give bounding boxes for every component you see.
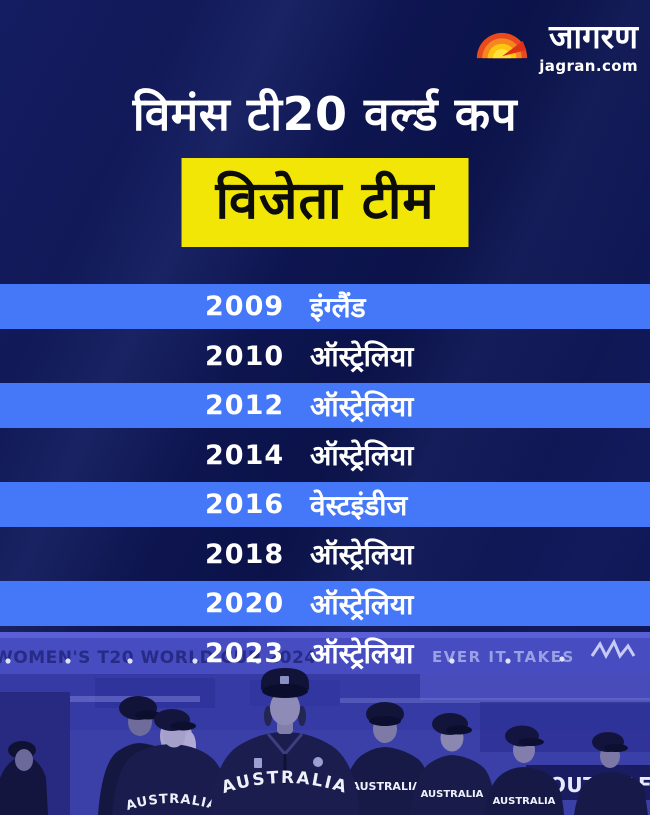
player-figure: AUSTRALIA	[410, 713, 496, 815]
subtitle-highlight-box: विजेता टीम	[181, 158, 469, 247]
team-cell: ऑस्ट्रेलिया	[310, 637, 414, 670]
year-cell: 2012	[205, 390, 285, 421]
player-figure	[0, 741, 48, 815]
stadium-lights	[5, 656, 565, 664]
table-row: 2020 ऑस्ट्रेलिया	[0, 581, 650, 626]
team-cell: ऑस्ट्रेलिया	[310, 439, 414, 472]
jersey-text: AUSTRALIA	[351, 780, 421, 793]
year-cell: 2023	[205, 637, 285, 669]
cap-badge	[280, 676, 289, 684]
player-figure	[574, 732, 648, 815]
year-cell: 2014	[205, 439, 285, 471]
team-cell: ऑस्ट्रेलिया	[310, 538, 414, 571]
table-row: 2014 ऑस्ट्रेलिया	[0, 428, 650, 482]
sunrise-icon	[477, 32, 528, 59]
team-cell: ऑस्ट्रेलिया	[310, 389, 414, 423]
brand-logo: जागरण jagran.com	[475, 17, 638, 75]
brand-name: जागरण	[549, 17, 638, 56]
page-title: विमंस टी20 वर्ल्ड कप	[132, 87, 518, 141]
team-cell: वेस्टइंडीज	[310, 488, 408, 522]
player-figure-captain: AUSTRALIA	[210, 668, 360, 815]
team-photo: WOMEN'S T20 WORLD CUP 2024 EVER IT TAKES	[0, 632, 650, 815]
banner-text-right: EVER IT TAKES	[432, 648, 575, 666]
player-figure: AUSTRALIA	[484, 725, 564, 815]
jersey-text: AUSTRALIA	[493, 796, 556, 807]
table-row: 2010 ऑस्ट्रेलिया	[0, 329, 650, 383]
jersey-sponsor-logo	[313, 757, 323, 767]
winners-table: 2009 इंग्लैंड 2010 ऑस्ट्रेलिया 2012 ऑस्ट…	[0, 284, 650, 680]
stadium-photo-illustration: WOMEN'S T20 WORLD CUP 2024 EVER IT TAKES	[0, 632, 650, 815]
stadium-banner	[0, 638, 650, 674]
jersey-text: AUSTRALIA	[421, 789, 484, 800]
team-cell: ऑस्ट्रेलिया	[310, 587, 414, 621]
year-cell: 2018	[205, 538, 285, 570]
table-row: 2016 वेस्टइंडीज	[0, 482, 650, 527]
table-row: 2023 ऑस्ट्रेलिया	[0, 626, 650, 680]
banner-text-left: WOMEN'S T20 WORLD CUP 2024	[0, 648, 317, 668]
player-figure: AUSTRALIA	[340, 702, 434, 815]
jersey-crest	[254, 758, 262, 768]
table-row: 2009 इंग्लैंड	[0, 284, 650, 329]
year-cell: 2010	[205, 340, 285, 372]
table-row: 2012 ऑस्ट्रेलिया	[0, 383, 650, 428]
team-cell: इंग्लैंड	[310, 290, 366, 324]
page-subtitle: विजेता टीम	[215, 171, 435, 231]
year-cell: 2020	[205, 588, 285, 619]
brand-site-url: jagran.com	[539, 56, 638, 75]
table-row: 2018 ऑस्ट्रेलिया	[0, 527, 650, 581]
year-cell: 2009	[205, 291, 285, 322]
team-cell: ऑस्ट्रेलिया	[310, 340, 414, 373]
year-cell: 2016	[205, 489, 285, 520]
brand-text: जागरण jagran.com	[539, 17, 638, 75]
banner-logo-mark	[590, 638, 636, 660]
player-figure: AUSTRALIA	[112, 709, 230, 815]
